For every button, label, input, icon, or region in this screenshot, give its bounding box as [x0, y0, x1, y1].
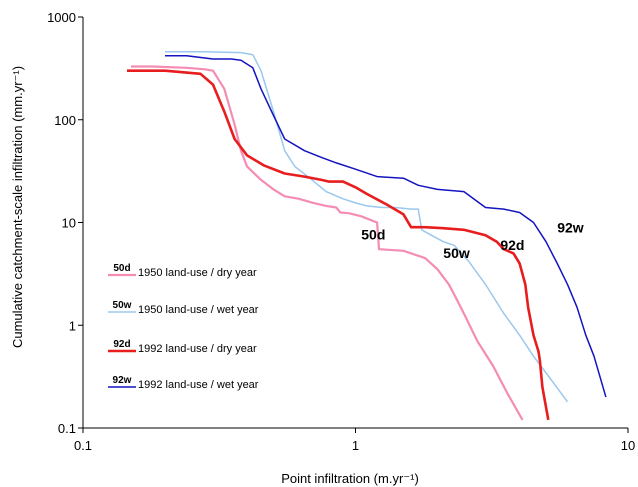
y-tick-label: 1000 — [47, 10, 76, 25]
series-line-92w — [165, 54, 607, 398]
series-line-50d — [131, 65, 524, 421]
legend-code-92w: 92w — [113, 375, 132, 386]
x-tick-labels: 0.1 1 10 — [74, 438, 635, 453]
legend-code-50d: 50d — [113, 263, 130, 274]
legend-code-50w: 50w — [113, 300, 132, 311]
legend-label-50d: 1950 land-use / dry year — [138, 267, 257, 279]
x-axis-title: Point infiltration (m.yr⁻¹) — [281, 471, 419, 486]
curve-label-92w: 92w — [557, 219, 584, 235]
y-axis-title: Cumulative catchment-scale infiltration … — [10, 66, 25, 348]
y-tick-label: 0.1 — [58, 421, 76, 436]
y-tick-label: 10 — [62, 216, 76, 231]
y-tick-label: 1 — [69, 318, 76, 333]
x-tick-label: 1 — [352, 438, 359, 453]
series-line-92d — [127, 69, 550, 421]
x-tick-label: 10 — [621, 438, 635, 453]
curve-labels: 50d 50w 92d 92w — [361, 219, 584, 261]
curve-label-50d: 50d — [361, 227, 385, 243]
axes — [78, 16, 629, 433]
x-tick-label: 0.1 — [74, 438, 92, 453]
curve-label-92d: 92d — [500, 237, 524, 253]
y-tick-labels: 0.1 1 10 100 1000 — [47, 10, 76, 436]
series-line-50w — [165, 50, 569, 403]
legend-label-92d: 1992 land-use / dry year — [138, 343, 257, 355]
series-layer — [127, 50, 607, 421]
curve-label-50w: 50w — [443, 245, 470, 261]
legend-label-50w: 1950 land-use / wet year — [138, 304, 259, 316]
y-tick-label: 100 — [54, 113, 76, 128]
legend-label-92w: 1992 land-use / wet year — [138, 379, 259, 391]
legend-code-92d: 92d — [113, 339, 130, 350]
legend: 50d 1950 land-use / dry year 50w 1950 land-… — [108, 263, 259, 391]
